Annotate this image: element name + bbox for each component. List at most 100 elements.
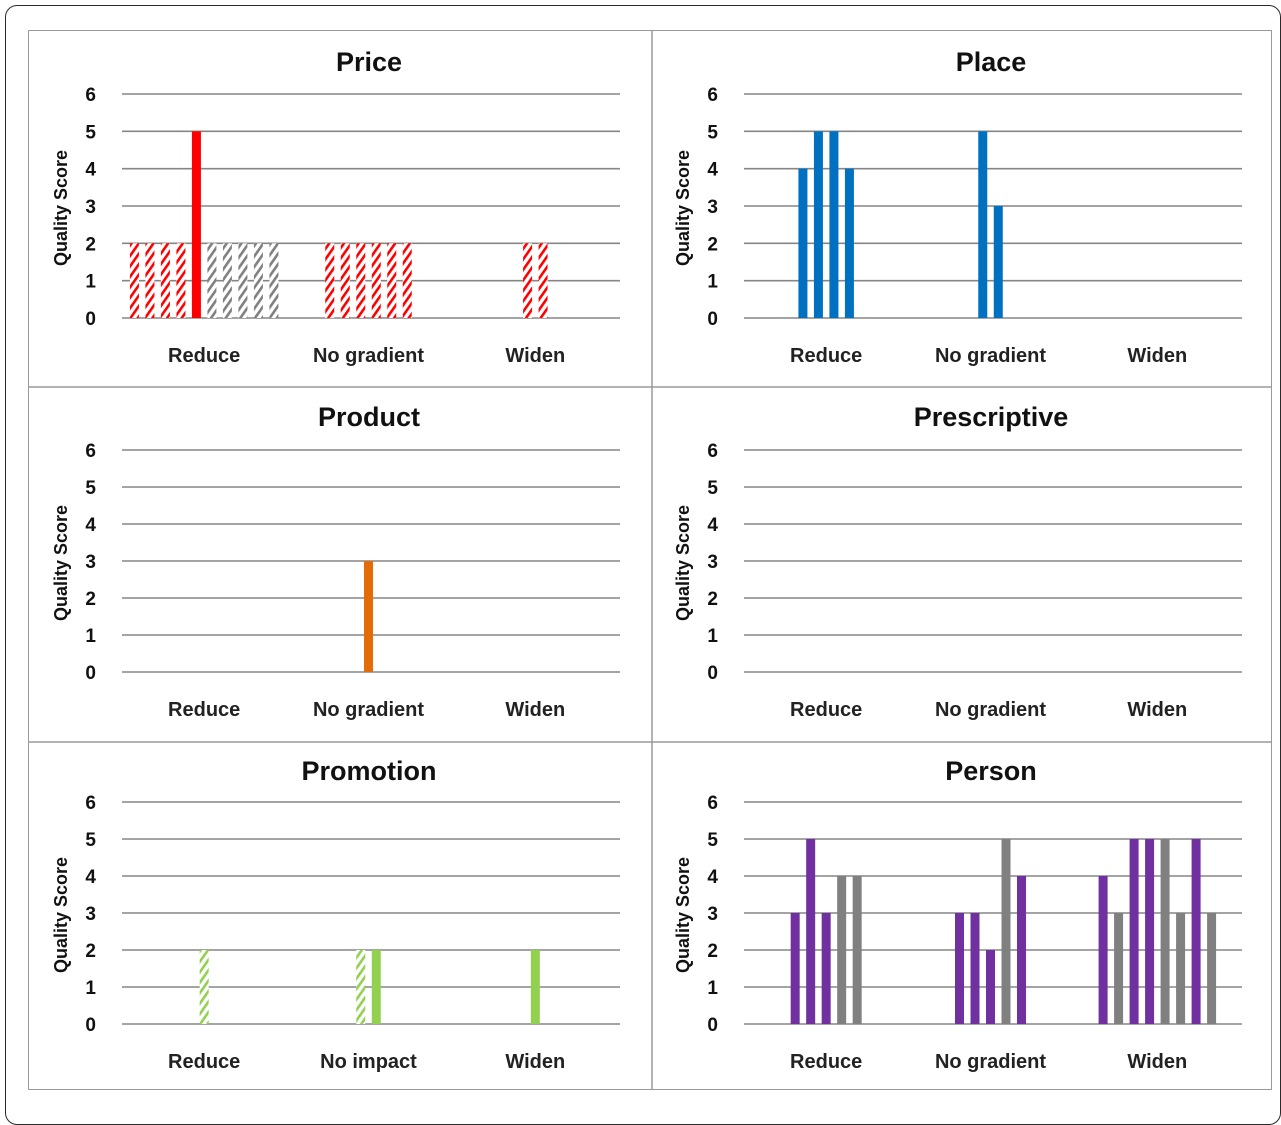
x-category-label: No impact	[320, 1051, 417, 1073]
x-category-label: Widen	[1127, 345, 1187, 367]
bar-person	[1098, 876, 1108, 1024]
bar-price	[129, 243, 139, 318]
y-axis-label: Quality Score	[51, 857, 71, 973]
y-tick-label: 6	[85, 793, 96, 814]
bar-place	[829, 131, 839, 318]
bar-person	[852, 876, 862, 1024]
bar-place	[798, 168, 808, 318]
y-axis-label: Quality Score	[673, 505, 693, 621]
y-tick-label: 2	[707, 234, 718, 255]
y-tick-label: 4	[85, 160, 96, 181]
x-category-label: Reduce	[790, 345, 862, 367]
bar-person	[970, 913, 980, 1024]
x-category-label: No gradient	[313, 345, 424, 367]
chart-product: Product 0 1 2 3 4 5 6 Quality Score Reduce No grad…	[51, 402, 620, 721]
bar-price	[207, 243, 217, 318]
y-tick-label: 5	[707, 478, 718, 499]
y-tick-label: 5	[85, 122, 96, 143]
bar-price	[176, 243, 186, 318]
chart-title: Place	[956, 47, 1027, 77]
y-axis-label: Quality Score	[51, 150, 71, 266]
y-tick-label: 5	[707, 122, 718, 143]
y-tick-label: 3	[85, 904, 96, 925]
y-axis-label: Quality Score	[673, 857, 693, 973]
x-category-label: No gradient	[935, 345, 1046, 367]
y-tick-label: 5	[707, 830, 718, 851]
x-category-label: Reduce	[168, 699, 240, 721]
bar-price	[253, 243, 263, 318]
y-axis-label: Quality Score	[673, 150, 693, 266]
y-tick-label: 2	[707, 589, 718, 610]
bar-price	[222, 243, 232, 318]
y-tick-label: 4	[707, 867, 718, 888]
bar-promotion	[199, 950, 209, 1024]
chart-prescriptive: Prescriptive 0 1 2 3 4 5 6 Quality Score Reduce No…	[673, 402, 1242, 721]
bar-person	[1017, 876, 1027, 1024]
chart-title: Price	[336, 47, 402, 77]
bar-price	[371, 243, 381, 318]
x-category-label: Widen	[1127, 1051, 1187, 1073]
y-axis-label: Quality Score	[51, 505, 71, 621]
bar-person	[1129, 839, 1139, 1024]
bar-person	[1145, 839, 1155, 1024]
x-category-label: Reduce	[168, 345, 240, 367]
x-category-label: No gradient	[935, 699, 1046, 721]
x-category-label: Widen	[505, 345, 565, 367]
x-category-label: No gradient	[935, 1051, 1046, 1073]
y-tick-label: 6	[707, 793, 718, 814]
bar-place	[813, 131, 823, 318]
x-category-label: Widen	[1127, 699, 1187, 721]
bar-person	[1191, 839, 1201, 1024]
bar-price	[160, 243, 170, 318]
y-tick-label: 6	[85, 441, 96, 462]
y-tick-label: 0	[85, 1015, 96, 1036]
bar-place	[844, 168, 854, 318]
chart-title: Promotion	[302, 756, 437, 786]
y-tick-label: 1	[707, 272, 718, 293]
bar-person	[790, 913, 800, 1024]
x-category-label: Reduce	[790, 1051, 862, 1073]
chart-place: Place 0 1 2 3 4 5 6 Quality Score Reduce No gradie…	[673, 47, 1242, 367]
y-tick-label: 2	[85, 589, 96, 610]
y-tick-label: 3	[85, 552, 96, 573]
chart-promotion: Promotion 0 1 2 3 4 5 6 Quality Score Reduce No im…	[51, 756, 620, 1073]
bar-price	[238, 243, 248, 318]
bar-price	[523, 243, 533, 318]
bar-promotion	[530, 950, 540, 1024]
y-tick-label: 6	[707, 441, 718, 462]
bar-place	[978, 131, 988, 318]
bar-price	[356, 243, 366, 318]
y-tick-label: 1	[85, 272, 96, 293]
y-tick-label: 1	[707, 978, 718, 999]
y-tick-label: 3	[707, 197, 718, 218]
y-tick-label: 0	[707, 1015, 718, 1036]
y-tick-label: 4	[707, 515, 718, 536]
y-tick-label: 1	[707, 626, 718, 647]
x-category-label: Reduce	[790, 699, 862, 721]
x-category-label: Widen	[505, 699, 565, 721]
y-tick-label: 6	[85, 85, 96, 106]
bar-price	[145, 243, 155, 318]
bar-place	[993, 206, 1003, 318]
bar-person	[1160, 839, 1170, 1024]
chart-title: Product	[318, 402, 420, 432]
bar-person	[821, 913, 831, 1024]
y-tick-label: 1	[85, 978, 96, 999]
y-tick-label: 3	[707, 552, 718, 573]
y-tick-label: 0	[85, 309, 96, 330]
bar-price	[387, 243, 397, 318]
bar-promotion	[356, 950, 366, 1024]
x-category-label: Widen	[505, 1051, 565, 1073]
y-tick-label: 2	[85, 941, 96, 962]
y-tick-label: 4	[85, 867, 96, 888]
y-tick-label: 4	[85, 515, 96, 536]
y-tick-label: 0	[707, 309, 718, 330]
bar-price	[191, 131, 201, 318]
bar-price	[269, 243, 279, 318]
y-tick-label: 4	[707, 160, 718, 181]
bar-price	[340, 243, 350, 318]
chart-price: Price 0 1 2 3 4 5 6 Quality Score Reduce No gradie…	[51, 47, 620, 367]
y-tick-label: 5	[85, 478, 96, 499]
bar-person	[955, 913, 965, 1024]
bar-product	[364, 561, 374, 672]
